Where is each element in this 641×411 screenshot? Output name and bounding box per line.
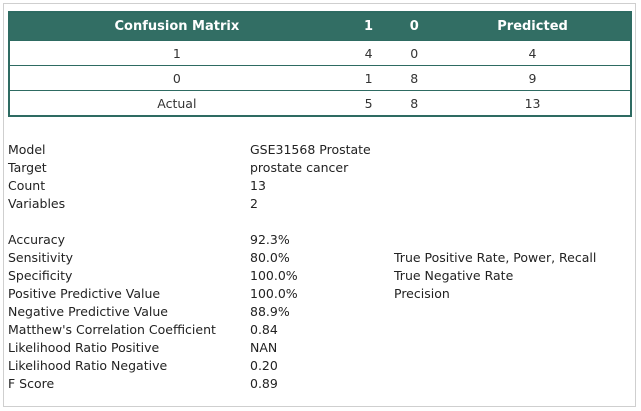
table-cell: 4 [435,40,631,66]
table-row: 1 4 0 4 [9,40,631,66]
model-label: Model [8,142,46,157]
sensitivity-value: 80.0% [250,250,290,265]
lr-negative-label: Likelihood Ratio Negative [8,358,168,373]
table-cell: 1 [343,65,394,91]
mcc-label: Matthew's Correlation Coefficient [8,322,216,337]
sensitivity-label: Sensitivity [8,250,74,265]
specificity-value: 100.0% [250,268,298,283]
table-cell: 0 [393,40,436,66]
f-score-label: F Score [8,376,55,391]
table-cell: 8 [393,90,436,116]
ppv-note: Precision [394,286,450,301]
header-title: Confusion Matrix [9,12,344,41]
model-value: GSE31568 Prostate [250,142,371,157]
header-predicted-0: 0 [393,12,436,41]
npv-value: 88.9% [250,304,290,319]
results-panel [3,3,636,407]
table-cell: 5 [343,90,394,116]
count-label: Count [8,178,46,193]
ppv-label: Positive Predictive Value [8,286,161,301]
specificity-note: True Negative Rate [394,268,514,283]
count-value: 13 [250,178,266,193]
npv-label: Negative Predictive Value [8,304,168,319]
accuracy-label: Accuracy [8,232,66,247]
lr-negative-value: 0.20 [250,358,278,373]
header-predicted-total: Predicted [435,12,631,41]
target-value: prostate cancer [250,160,349,175]
sensitivity-note: True Positive Rate, Power, Recall [394,250,597,265]
target-label: Target [8,160,47,175]
accuracy-value: 92.3% [250,232,290,247]
variables-label: Variables [8,196,66,211]
table-row: 0 1 8 9 [9,65,631,91]
specificity-label: Specificity [8,268,73,283]
lr-positive-label: Likelihood Ratio Positive [8,340,160,355]
confusion-matrix-table: Confusion Matrix 1 0 Predicted 1 4 0 4 0… [8,11,632,117]
ppv-value: 100.0% [250,286,298,301]
confusion-matrix-header-row: Confusion Matrix 1 0 Predicted [9,12,631,41]
table-cell: 13 [435,90,631,116]
table-cell: 8 [393,65,436,91]
table-cell: 9 [435,65,631,91]
row-label: 0 [9,65,344,91]
f-score-value: 0.89 [250,376,278,391]
table-cell: 4 [343,40,394,66]
row-label: Actual [9,90,344,116]
lr-positive-value: NAN [250,340,278,355]
header-predicted-1: 1 [343,12,394,41]
mcc-value: 0.84 [250,322,278,337]
table-row: Actual 5 8 13 [9,90,631,116]
variables-value: 2 [250,196,258,211]
row-label: 1 [9,40,344,66]
